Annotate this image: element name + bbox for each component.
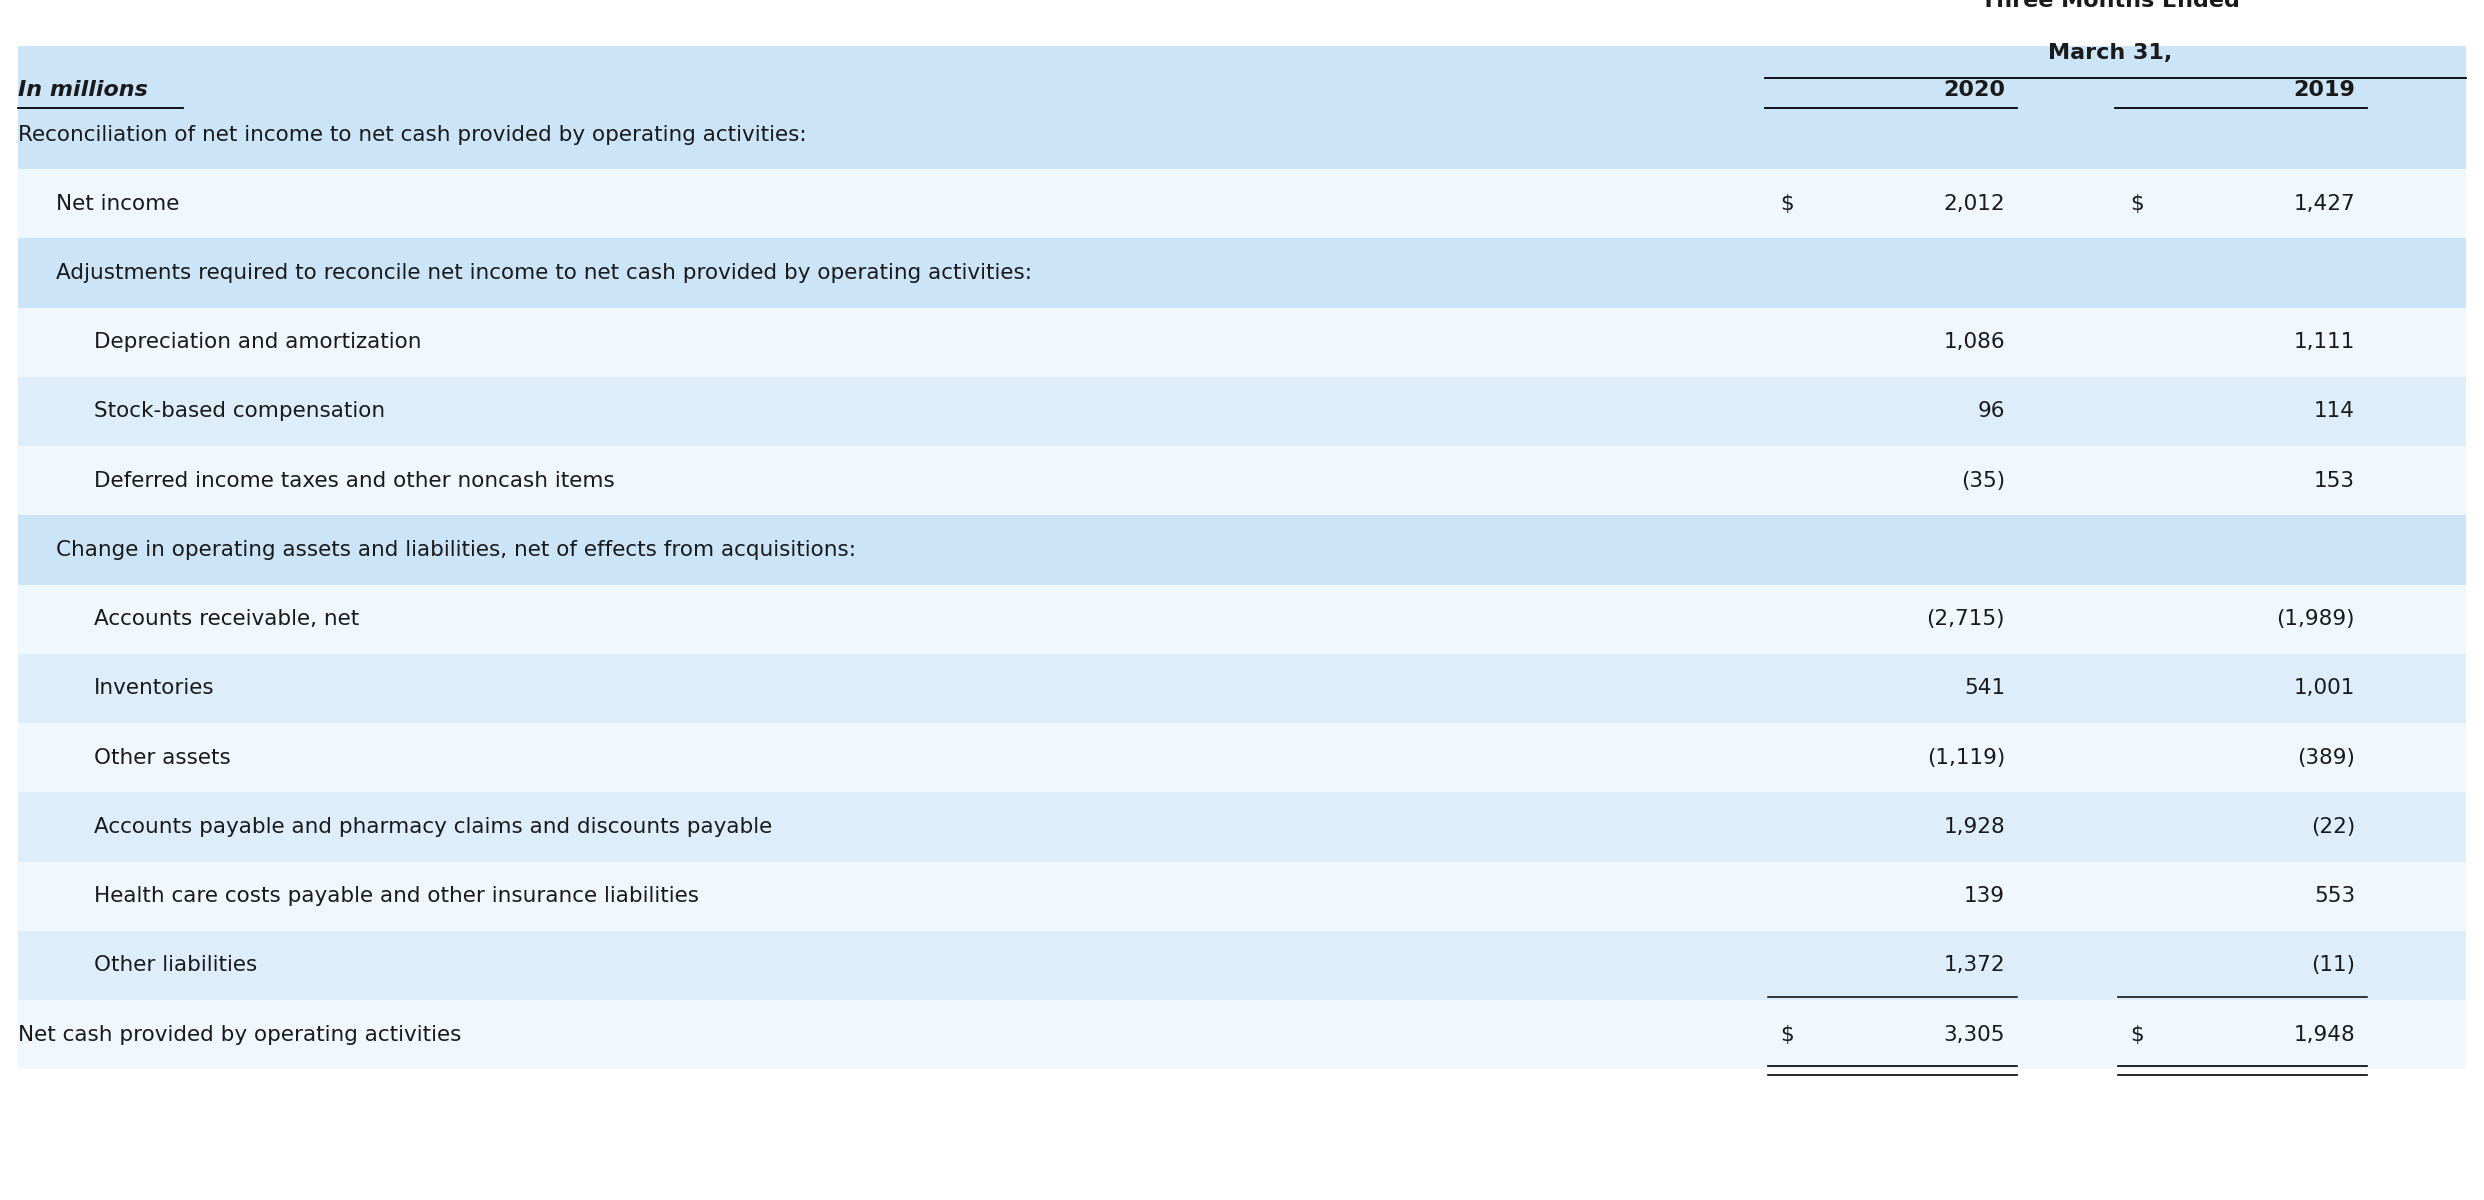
Bar xyxy=(17,307,2467,377)
Text: (11): (11) xyxy=(2310,955,2355,976)
Text: Reconciliation of net income to net cash provided by operating activities:: Reconciliation of net income to net cash… xyxy=(17,125,807,144)
Text: March 31,: March 31, xyxy=(2047,43,2171,62)
Text: 139: 139 xyxy=(1965,886,2005,906)
Text: (389): (389) xyxy=(2298,748,2355,768)
Text: 1,111: 1,111 xyxy=(2293,332,2355,353)
Bar xyxy=(17,1000,2467,1069)
Bar xyxy=(17,792,2467,862)
Bar xyxy=(17,446,2467,515)
Text: 2020: 2020 xyxy=(1942,80,2005,101)
Bar xyxy=(17,584,2467,654)
Text: 1,928: 1,928 xyxy=(1942,817,2005,836)
Text: 553: 553 xyxy=(2315,886,2355,906)
Text: Accounts payable and pharmacy claims and discounts payable: Accounts payable and pharmacy claims and… xyxy=(94,817,773,836)
Bar xyxy=(17,931,2467,1000)
Text: Health care costs payable and other insurance liabilities: Health care costs payable and other insu… xyxy=(94,886,698,906)
Bar xyxy=(17,100,2467,169)
Text: Accounts receivable, net: Accounts receivable, net xyxy=(94,610,360,629)
Bar xyxy=(17,515,2467,584)
Text: 3,305: 3,305 xyxy=(1942,1025,2005,1044)
Text: 2019: 2019 xyxy=(2293,80,2355,101)
Text: $: $ xyxy=(1781,193,1793,214)
Text: Deferred income taxes and other noncash items: Deferred income taxes and other noncash … xyxy=(94,470,614,491)
Text: (1,119): (1,119) xyxy=(1928,748,2005,768)
Text: Depreciation and amortization: Depreciation and amortization xyxy=(94,332,422,353)
Text: 541: 541 xyxy=(1965,678,2005,698)
Text: $: $ xyxy=(1781,1025,1793,1044)
Text: Net income: Net income xyxy=(57,193,179,214)
Text: 1,372: 1,372 xyxy=(1942,955,2005,976)
Text: 96: 96 xyxy=(1977,402,2005,421)
Text: $: $ xyxy=(2129,1025,2144,1044)
Text: 1,948: 1,948 xyxy=(2293,1025,2355,1044)
Text: Net cash provided by operating activities: Net cash provided by operating activitie… xyxy=(17,1025,462,1044)
Text: (22): (22) xyxy=(2310,817,2355,836)
Text: Stock-based compensation: Stock-based compensation xyxy=(94,402,385,421)
Text: Three Months Ended: Three Months Ended xyxy=(1980,0,2241,11)
Text: (1,989): (1,989) xyxy=(2275,610,2355,629)
Text: 1,086: 1,086 xyxy=(1942,332,2005,353)
Text: (35): (35) xyxy=(1960,470,2005,491)
Text: In millions: In millions xyxy=(17,80,149,101)
Text: Change in operating assets and liabilities, net of effects from acquisitions:: Change in operating assets and liabiliti… xyxy=(57,540,857,560)
Bar xyxy=(17,654,2467,724)
Text: 114: 114 xyxy=(2315,402,2355,421)
Text: Adjustments required to reconcile net income to net cash provided by operating a: Adjustments required to reconcile net in… xyxy=(57,263,1031,283)
Text: 1,001: 1,001 xyxy=(2293,678,2355,698)
Text: 2,012: 2,012 xyxy=(1942,193,2005,214)
Bar xyxy=(17,0,2467,115)
Text: Other liabilities: Other liabilities xyxy=(94,955,258,976)
Text: Inventories: Inventories xyxy=(94,678,214,698)
Bar xyxy=(17,862,2467,931)
Text: 1,427: 1,427 xyxy=(2293,193,2355,214)
Text: 153: 153 xyxy=(2315,470,2355,491)
Text: (2,715): (2,715) xyxy=(1928,610,2005,629)
Bar xyxy=(17,724,2467,792)
Text: Other assets: Other assets xyxy=(94,748,231,768)
Text: $: $ xyxy=(2129,193,2144,214)
Bar xyxy=(17,377,2467,446)
Bar xyxy=(17,169,2467,239)
Bar xyxy=(17,239,2467,307)
